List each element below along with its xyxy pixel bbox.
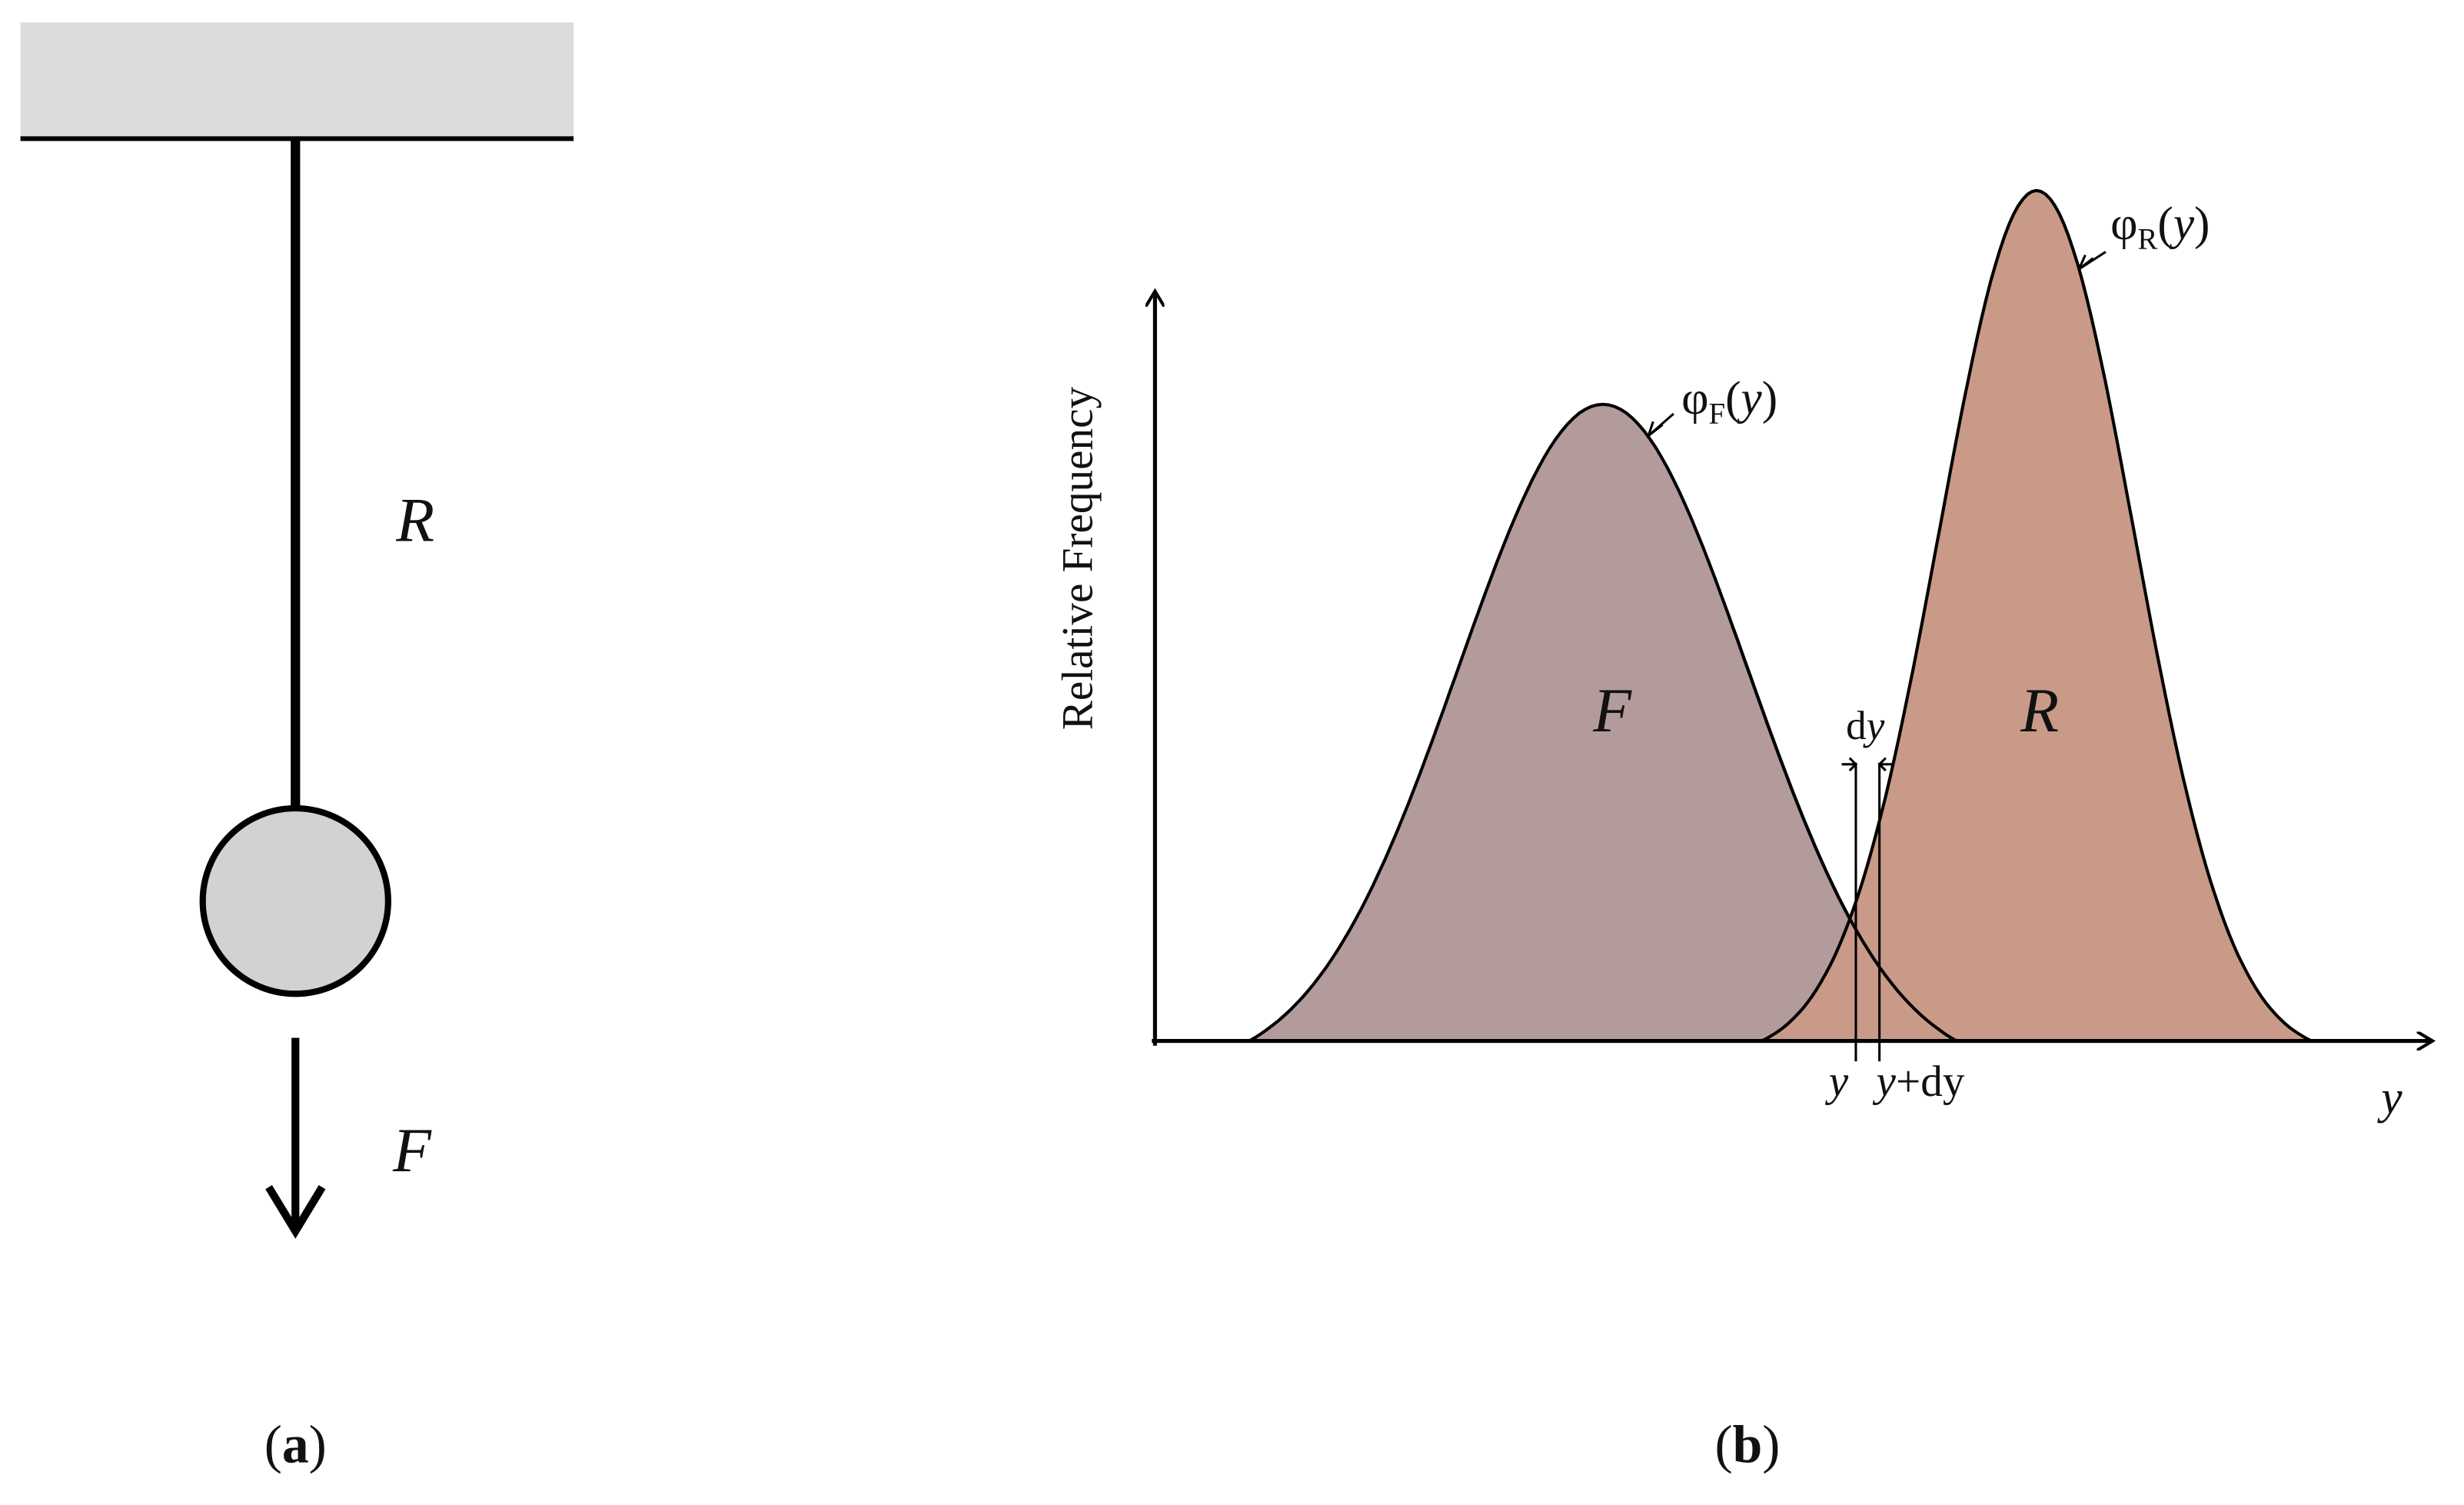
panel-a: R F (a) — [20, 22, 574, 1474]
force-label: F — [392, 1115, 432, 1185]
phi-r-leader — [2077, 251, 2107, 271]
hanging-mass — [199, 804, 391, 997]
y-axis-label: Relative Frequency — [1054, 386, 1102, 730]
phi-f-label: φF(y) — [1681, 372, 1777, 430]
curve-f-outline — [1731, 625, 1957, 1043]
panel-b: Relative Frequency y F R φF(y) φR(y) dy … — [1054, 188, 2433, 1474]
rod-label: R — [395, 485, 434, 555]
phi-r-label: φR(y) — [2110, 198, 2210, 255]
ceiling-block — [20, 22, 574, 139]
phi-f-leader — [1647, 412, 1674, 437]
tick-label-y: y — [1825, 1057, 1849, 1106]
tick-label-y-plus-dy: y+dy — [1873, 1057, 1965, 1106]
dy-arrow-left — [1841, 757, 1858, 772]
f-region-label: F — [1592, 675, 1632, 745]
panel-a-caption: (a) — [264, 1415, 327, 1474]
curve-r-distribution — [1761, 188, 2313, 1043]
r-region-label: R — [2020, 675, 2059, 745]
dy-arrow-right — [1877, 757, 1894, 772]
force-arrow-head — [265, 1185, 326, 1239]
panel-b-caption: (b) — [1714, 1415, 1780, 1474]
dy-label: dy — [1846, 704, 1885, 748]
x-axis-label: y — [2376, 1072, 2402, 1124]
